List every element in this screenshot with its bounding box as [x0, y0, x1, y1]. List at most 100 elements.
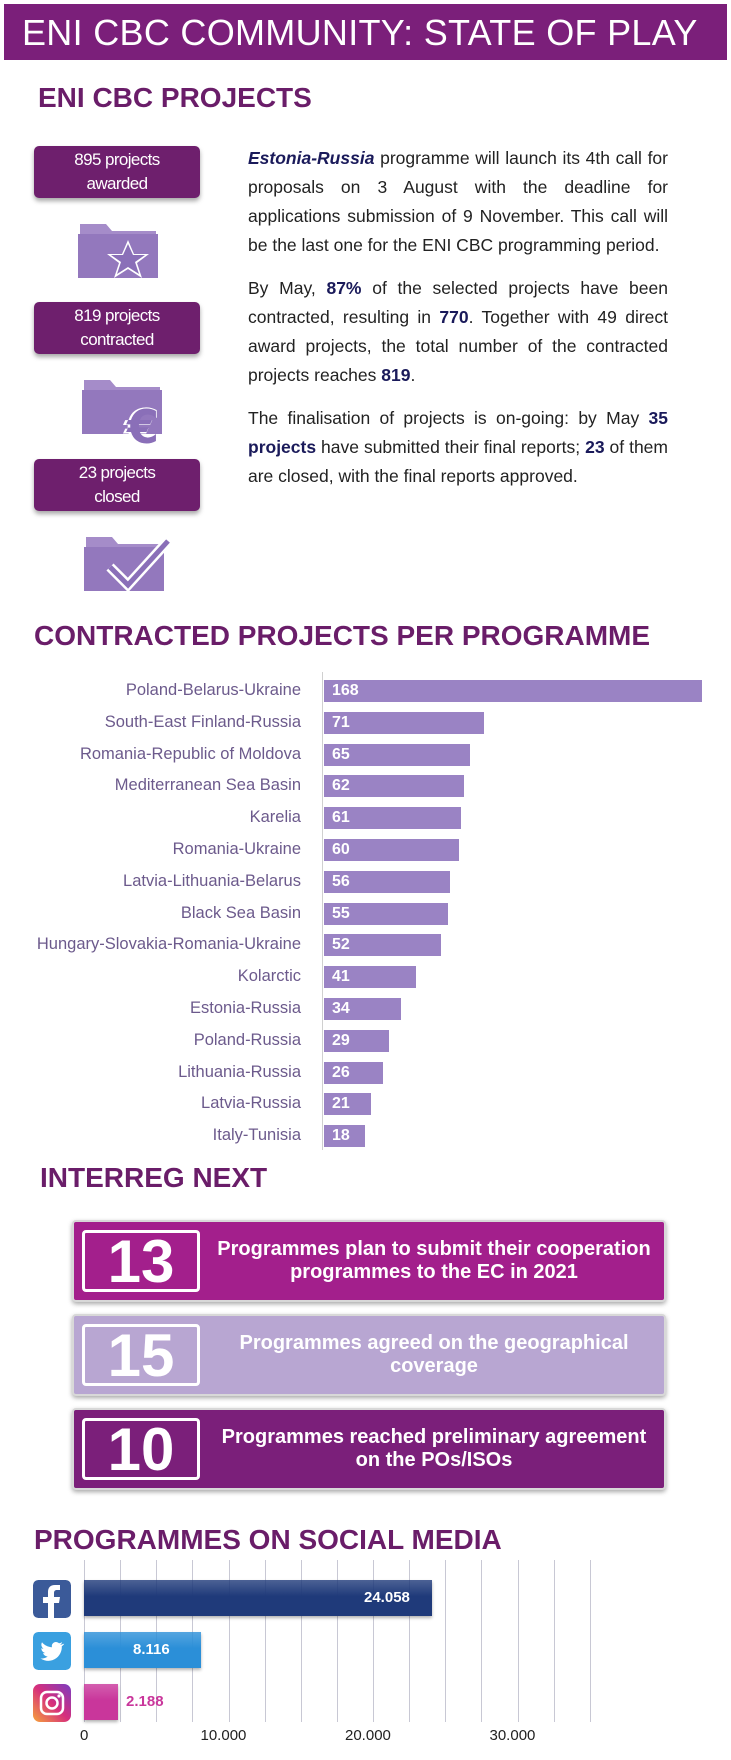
bar-label: Mediterranean Sea Basin [114, 776, 301, 795]
estonia-russia-emphasis: Estonia-Russia [248, 148, 375, 168]
paragraph-1-text: programme will launch its 4th call for p… [248, 148, 668, 255]
gridline [192, 1560, 193, 1722]
contracted-axis-line [322, 672, 323, 1150]
bar: 34 [324, 998, 401, 1020]
gridline [518, 1560, 519, 1722]
projects-section-title: ENI CBC PROJECTS [38, 82, 312, 113]
interreg-item-13: 13 Programmes plan to submit their coope… [72, 1220, 666, 1302]
bar-value-label: 26 [332, 1063, 350, 1081]
gridline [84, 1560, 85, 1722]
svg-text:€: € [123, 399, 160, 448]
bar: 65 [324, 743, 470, 766]
interreg-number-10: 10 [82, 1418, 200, 1480]
bar: 71 [324, 711, 484, 734]
bar-value-label: 52 [332, 936, 350, 954]
bar: 168 [324, 680, 702, 702]
bar-label: Hungary-Slovakia-Romania-Ukraine [36, 935, 301, 954]
twitter-icon [33, 1632, 71, 1670]
stat-awarded: 895 projects awarded [34, 146, 200, 198]
interreg-text-13: Programmes plan to submit their cooperat… [217, 1238, 651, 1283]
gridline [265, 1560, 266, 1722]
interreg-text-10: Programmes reached preliminary agreement… [221, 1426, 647, 1471]
gridline [229, 1560, 230, 1722]
social-bar [84, 1632, 201, 1668]
bar-label: Latvia-Russia [201, 1094, 301, 1113]
stat-closed-line1: 23 projects [78, 463, 156, 482]
stat-awarded-line2: awarded [86, 174, 148, 193]
x-tick-label: 30.000 [489, 1727, 536, 1744]
x-tick-label: 20.000 [345, 1727, 391, 1744]
paragraph-finalisation: The finalisation of projects is on-going… [248, 408, 668, 486]
page-title: ENI CBC COMMUNITY: STATE OF PLAY [22, 12, 698, 53]
stat-closed: 23 projects closed [34, 459, 200, 511]
bar: 41 [324, 966, 416, 989]
interreg-number-13: 13 [82, 1230, 200, 1292]
bar-value-label: 65 [332, 745, 350, 763]
stat-awarded-line1: 895 projects [74, 150, 160, 169]
paragraph-contracted: By May, 87% of the selected projects hav… [248, 278, 668, 385]
bar-value-label: 56 [332, 872, 350, 890]
folder-star-icon [78, 224, 158, 278]
bar-label: Karelia [249, 808, 301, 827]
gridline [554, 1560, 555, 1722]
bar-label: Romania-Ukraine [172, 840, 301, 858]
bar-value-label: 29 [332, 1031, 350, 1049]
bar-label: Italy-Tunisia [212, 1126, 301, 1145]
bar-label: Black Sea Basin [180, 903, 301, 922]
bar-label: Poland-Belarus-Ukraine [125, 681, 301, 699]
bar-label: Romania-Republic of Moldova [79, 744, 301, 763]
interreg-item-10: 10 Programmes reached preliminary agreem… [72, 1408, 666, 1490]
gridline [120, 1560, 121, 1722]
folder-check-icon [84, 537, 172, 593]
stat-contracted-line1: 819 projects [74, 306, 160, 325]
projects-body-text: Estonia-Russia programme will launch its… [248, 144, 668, 505]
gridline [409, 1560, 410, 1722]
facebook-icon [33, 1580, 71, 1618]
bar: 52 [324, 934, 441, 957]
bar: 18 [324, 1125, 365, 1148]
social-bar [84, 1580, 432, 1616]
folder-euro-icon: € € [82, 380, 162, 448]
bar: 60 [324, 839, 459, 861]
social-bar [84, 1684, 118, 1720]
bar-value-label: 55 [332, 904, 350, 922]
stat-closed-line2: closed [94, 487, 140, 506]
bar-value-label: 41 [332, 968, 350, 986]
bar-value-label: 168 [332, 682, 359, 699]
stat-contracted-line2: contracted [80, 330, 154, 349]
social-section-title: PROGRAMMES ON SOCIAL MEDIA [34, 1524, 502, 1555]
social-value-label: 2.188 [126, 1693, 164, 1710]
bar: 56 [324, 870, 450, 893]
bar: 21 [324, 1093, 371, 1116]
interreg-number-15: 15 [82, 1324, 200, 1386]
gridline [590, 1560, 591, 1722]
bar-value-label: 21 [332, 1095, 350, 1113]
stat-contracted: 819 projects contracted [34, 302, 200, 354]
bar-label: Latvia-Lithuania-Belarus [123, 871, 301, 890]
svg-text:€: € [126, 400, 159, 448]
interreg-section-title: INTERREG NEXT [40, 1162, 268, 1193]
gridline [156, 1560, 157, 1722]
interreg-text-15: Programmes agreed on the geographical co… [239, 1332, 629, 1377]
bar-value-label: 18 [332, 1127, 350, 1145]
bar: 29 [324, 1029, 389, 1052]
header-bar: ENI CBC COMMUNITY: STATE OF PLAY [4, 4, 727, 60]
contracted-section-title: CONTRACTED PROJECTS PER PROGRAMME [34, 620, 651, 651]
x-tick-label: 0 [80, 1727, 89, 1744]
social-value-label: 8.116 [133, 1641, 170, 1658]
gridline [337, 1560, 338, 1722]
x-tick-label: 10.000 [200, 1727, 247, 1744]
bar-value-label: 61 [332, 809, 350, 827]
bar-value-label: 60 [332, 841, 350, 858]
paragraph-call-for-proposals: Estonia-Russia programme will launch its… [248, 144, 668, 260]
gridline [445, 1560, 446, 1722]
bar-value-label: 71 [332, 713, 350, 731]
social-value-label: 24.058 [364, 1589, 410, 1606]
instagram-icon [33, 1684, 71, 1722]
bar: 62 [324, 775, 464, 798]
bar-value-label: 34 [332, 1000, 350, 1017]
bar-value-label: 62 [332, 777, 350, 795]
gridline [301, 1560, 302, 1722]
bar-label: South-East Finland-Russia [104, 712, 301, 731]
gridline [373, 1560, 374, 1722]
